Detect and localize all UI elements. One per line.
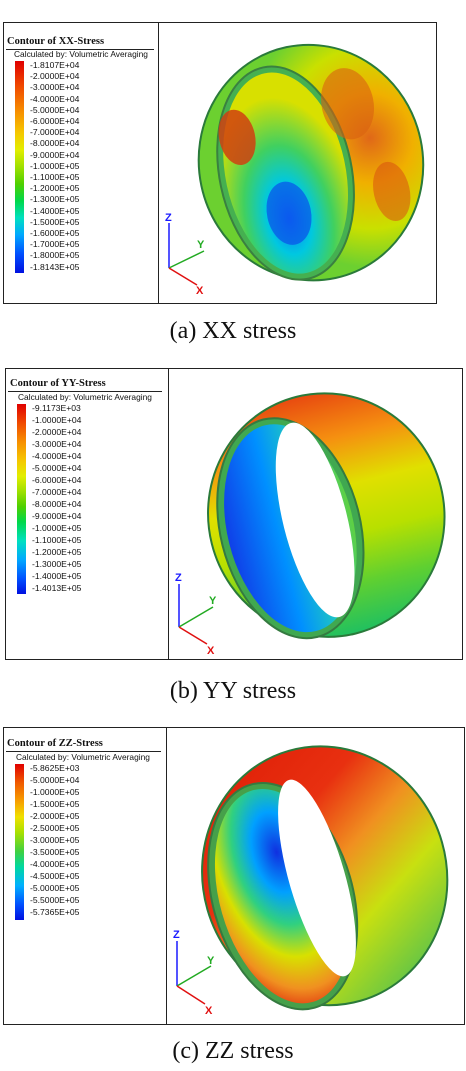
legend-title: Contour of YY-Stress (10, 378, 106, 389)
model-view-xx: Z Y X (159, 23, 436, 303)
legend-level-label: -6.0000E+04 (32, 475, 82, 485)
legend-level-label: -5.0000E+04 (30, 775, 80, 785)
legend-level-label: -1.8000E+05 (30, 250, 80, 261)
legend-level-label: -1.2000E+05 (32, 547, 82, 557)
color-bar (15, 764, 24, 920)
legend-level-label: -5.0000E+05 (30, 883, 80, 893)
cylinder-render: Z Y X (173, 745, 449, 1017)
legend-level-label: -5.8625E+03 (30, 763, 80, 773)
legend-level-label: -5.7365E+05 (30, 907, 80, 917)
legend-level-label: -2.0000E+04 (32, 427, 82, 437)
legend-level-label: -1.1000E+05 (32, 535, 82, 545)
legend-divider (6, 49, 154, 50)
legend-level-label: -5.0000E+04 (32, 463, 82, 473)
caption-b: (b) YY stress (169, 678, 297, 704)
legend-level-label: -4.0000E+04 (30, 93, 80, 104)
caption-c: (c) ZZ stress (172, 1038, 294, 1064)
axis-z-label: Z (173, 929, 180, 941)
legend-level-label: -7.0000E+04 (30, 127, 80, 138)
legend-level-label: -2.5000E+05 (30, 823, 80, 833)
legend-xx: Contour of XX-Stress Calculated by: Volu… (4, 23, 159, 303)
model-view-zz: Z Y X (167, 728, 464, 1024)
legend-level-label: -4.0000E+04 (32, 451, 82, 461)
legend-level-label: -3.5000E+05 (30, 847, 80, 857)
legend-divider (8, 391, 162, 392)
legend-level-label: -1.4013E+05 (32, 583, 82, 593)
legend-level-label: -5.5000E+05 (30, 895, 80, 905)
legend-level-label: -1.0000E+05 (32, 523, 82, 533)
legend-level-label: -1.2000E+05 (30, 183, 80, 194)
panel-yy-stress: Contour of YY-Stress Calculated by: Volu… (5, 368, 463, 660)
legend-level-label: -1.1000E+05 (30, 172, 80, 182)
legend-level-label: -9.0000E+04 (30, 149, 80, 160)
cylinder-render: Z Y X (165, 43, 425, 297)
legend-divider (6, 751, 161, 752)
legend-level-label: -5.0000E+04 (30, 104, 80, 115)
legend-level-label: -3.0000E+04 (32, 439, 82, 449)
axis-z-label: Z (165, 212, 172, 224)
legend-level-label: -4.0000E+05 (30, 859, 80, 869)
axis-y-label: Y (207, 955, 215, 967)
panel-zz-stress: Contour of ZZ-Stress Calculated by: Volu… (3, 727, 465, 1025)
axis-y-label: Y (197, 239, 205, 251)
legend-level-label: -2.0000E+05 (30, 811, 80, 821)
axis-z-label: Z (175, 572, 182, 584)
model-view-yy: Z Y X (169, 369, 462, 659)
legend-subtitle: Calculated by: Volumetric Averaging (16, 752, 150, 762)
legend-title: Contour of XX-Stress (7, 36, 105, 47)
axis-y-label: Y (209, 595, 217, 607)
cylinder-render: Z Y X (175, 392, 446, 657)
legend-level-label: -1.8143E+05 (30, 261, 80, 272)
legend-yy: Contour of YY-Stress Calculated by: Volu… (6, 369, 169, 659)
legend-level-label: -4.5000E+05 (30, 871, 80, 881)
legend-level-label: -1.8107E+04 (30, 60, 80, 70)
legend-level-label: -1.0000E+04 (32, 415, 82, 425)
panel-xx-stress: Contour of XX-Stress Calculated by: Volu… (3, 22, 437, 304)
legend-level-label: -1.0000E+05 (30, 160, 80, 171)
legend-level-label: -1.7000E+05 (30, 239, 80, 250)
legend-subtitle: Calculated by: Volumetric Averaging (14, 49, 148, 59)
legend-level-label: -2.0000E+04 (30, 71, 80, 82)
axis-x-label: X (207, 645, 215, 657)
legend-level-label: -1.0000E+05 (30, 787, 80, 797)
legend-title: Contour of ZZ-Stress (7, 738, 103, 749)
legend-level-label: -1.3000E+05 (30, 194, 80, 205)
axis-triad (176, 941, 212, 1005)
legend-level-label: -9.1173E+03 (32, 403, 81, 413)
legend-zz: Contour of ZZ-Stress Calculated by: Volu… (4, 728, 167, 1024)
legend-level-label: -6.0000E+04 (30, 116, 80, 126)
legend-level-label: -1.5000E+05 (30, 216, 80, 227)
legend-subtitle: Calculated by: Volumetric Averaging (18, 392, 152, 402)
legend-level-label: -1.6000E+05 (30, 228, 80, 238)
legend-level-label: -7.0000E+04 (32, 487, 82, 497)
axis-x-label: X (196, 285, 204, 297)
color-bar (15, 61, 24, 273)
legend-level-label: -1.3000E+05 (32, 559, 82, 569)
legend-level-label: -1.4000E+05 (32, 571, 82, 581)
legend-level-label: -3.0000E+04 (30, 82, 80, 93)
legend-level-label: -8.0000E+04 (32, 499, 82, 509)
axis-x-label: X (205, 1005, 213, 1017)
caption-a: (a) XX stress (169, 318, 297, 344)
axis-triad (168, 223, 205, 286)
legend-level-label: -9.0000E+04 (32, 511, 82, 521)
legend-level-label: -1.4000E+05 (30, 205, 80, 216)
legend-level-label: -3.0000E+05 (30, 835, 80, 845)
color-bar (17, 404, 26, 594)
legend-level-label: -8.0000E+04 (30, 138, 80, 149)
axis-triad (178, 584, 214, 645)
legend-level-label: -1.5000E+05 (30, 799, 80, 809)
